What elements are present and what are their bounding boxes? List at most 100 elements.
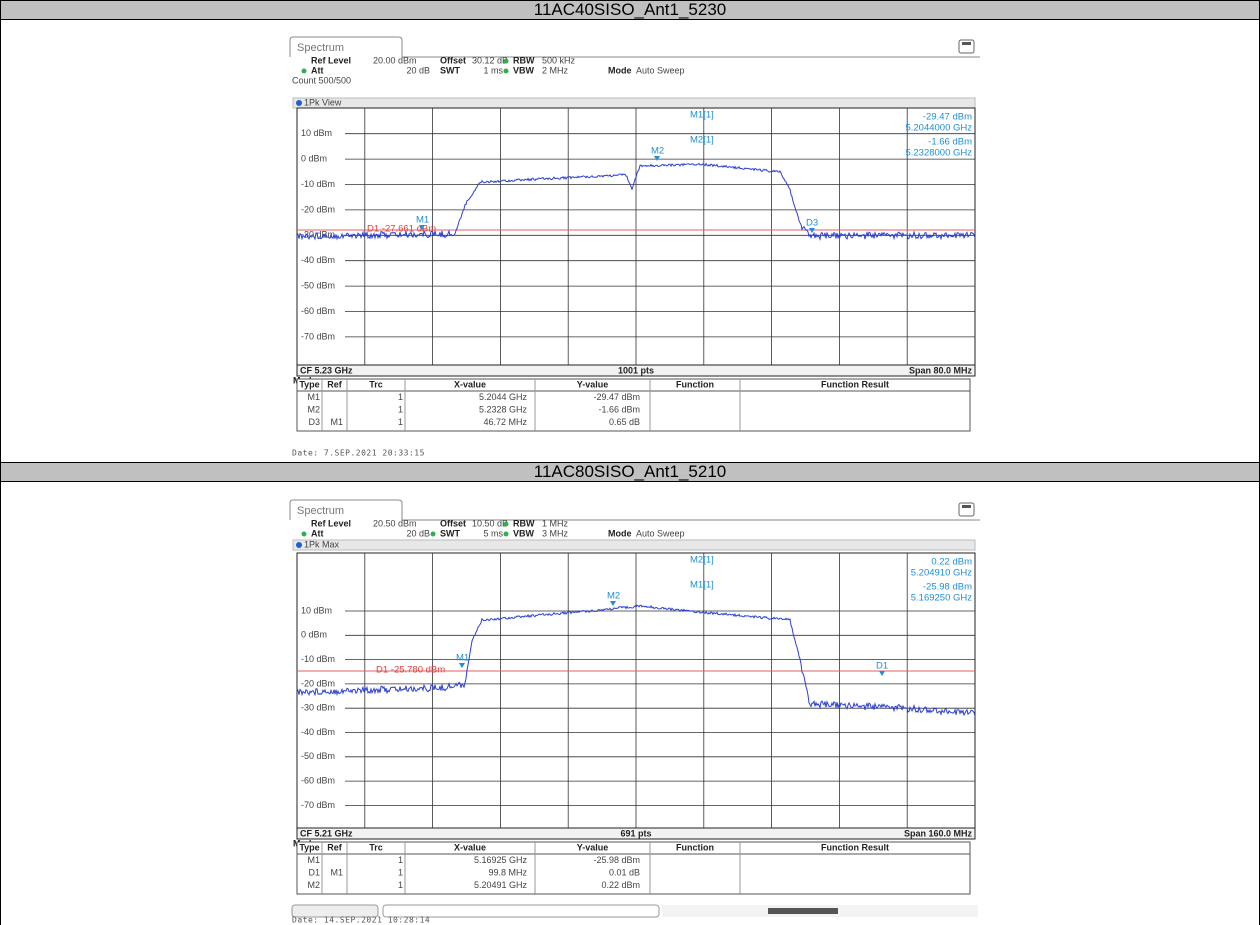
marker-table-cell: 1 bbox=[398, 855, 403, 865]
setting-value: 1 ms bbox=[483, 65, 503, 75]
status-icon bbox=[958, 39, 975, 54]
setting-value: 5 ms bbox=[483, 528, 503, 538]
sweep-count: Count 500/500 bbox=[292, 75, 351, 85]
marker-table-cell: D1 bbox=[308, 867, 320, 877]
setting-label: Ref Level bbox=[311, 518, 351, 528]
setting-label: Offset bbox=[440, 518, 466, 528]
marker-readout-name: M1[1] bbox=[690, 580, 714, 591]
setting-value: 500 kHz bbox=[542, 55, 576, 65]
marker-table-header: Function bbox=[676, 842, 714, 852]
marker-table-header: Ref bbox=[327, 379, 343, 389]
span: Span 80.0 MHz bbox=[909, 365, 973, 375]
setting-value: 30.12 dB bbox=[472, 55, 508, 65]
setting-label: SWT bbox=[440, 65, 460, 75]
coupling-indicator bbox=[503, 58, 509, 64]
marker-symbol bbox=[654, 156, 660, 161]
coupling-indicator bbox=[301, 531, 307, 537]
marker-table-cell: M1 bbox=[307, 855, 320, 865]
coupling-indicator bbox=[503, 531, 509, 537]
sweep-points: 691 pts bbox=[620, 828, 651, 838]
tab bbox=[289, 499, 980, 521]
marker-table-header: X-value bbox=[454, 379, 486, 389]
marker-table-cell: 1 bbox=[398, 880, 403, 890]
setting-value: 3 MHz bbox=[542, 528, 569, 538]
marker-symbol bbox=[419, 225, 425, 230]
view-bar bbox=[292, 97, 976, 109]
y-axis-label: 10 dBm bbox=[301, 128, 332, 138]
marker-symbol bbox=[459, 663, 465, 668]
marker-readout-level: -1.66 dBm bbox=[928, 137, 972, 148]
setting-label: Mode bbox=[608, 65, 632, 75]
view-label: 1Pk View bbox=[304, 97, 342, 107]
marker-table-header: Trc bbox=[369, 379, 383, 389]
status-icon-bar bbox=[962, 42, 971, 45]
coupling-indicator bbox=[503, 521, 509, 527]
marker-table-header: Type bbox=[299, 379, 319, 389]
marker-readout-freq: 5.204910 GHz bbox=[911, 568, 973, 579]
marker-table-header: Function Result bbox=[821, 842, 889, 852]
y-axis-label: -40 dBm bbox=[301, 727, 335, 737]
setting-value: 20 dB bbox=[406, 65, 430, 75]
span: Span 160.0 MHz bbox=[904, 828, 973, 838]
marker-table-cell: 5.2044 GHz bbox=[479, 392, 528, 402]
setting-label: Ref Level bbox=[311, 55, 351, 65]
sweep-points: 1001 pts bbox=[618, 365, 654, 375]
marker-readout-level: -25.98 dBm bbox=[923, 582, 972, 593]
graph-footer bbox=[296, 827, 976, 840]
status-icon-bar bbox=[962, 505, 971, 508]
softkey bbox=[382, 904, 660, 918]
setting-label: SWT bbox=[440, 528, 460, 538]
display-line-label: D1 -25.780 dBm bbox=[376, 665, 445, 676]
coupling-indicator bbox=[430, 531, 436, 537]
setting-label: RBW bbox=[513, 518, 535, 528]
display-line-label: D1 -27.661 dBm bbox=[367, 224, 436, 235]
setting-label: RBW bbox=[513, 55, 535, 65]
tab-label: Spectrum bbox=[297, 505, 344, 517]
marker-label: M2 bbox=[651, 146, 664, 157]
status-icon bbox=[958, 502, 975, 517]
softkey bbox=[291, 904, 379, 918]
coupling-indicator bbox=[301, 68, 307, 74]
marker-table-header: X-value bbox=[454, 842, 486, 852]
marker-readout-name: M1[1] bbox=[690, 110, 714, 121]
tab bbox=[289, 36, 980, 58]
marker-label: M1 bbox=[416, 215, 429, 226]
view-label: 1Pk Max bbox=[304, 539, 340, 549]
marker-table-header: Function Result bbox=[821, 379, 889, 389]
marker-table-header: Ref bbox=[327, 842, 343, 852]
y-axis-label: 0 dBm bbox=[301, 153, 327, 163]
marker-readout-level: -29.47 dBm bbox=[923, 112, 972, 123]
marker-readout-name: M2[1] bbox=[690, 555, 714, 566]
y-axis-label: -60 dBm bbox=[301, 775, 335, 785]
row-title: 11AC40SISO_Ant1_5230 bbox=[534, 0, 727, 19]
coupling-indicator bbox=[503, 68, 509, 74]
marker-table-cell: 1 bbox=[398, 417, 403, 427]
setting-value: Auto Sweep bbox=[636, 65, 685, 75]
marker-table-cell: D3 bbox=[308, 417, 320, 427]
marker-table-cell: 0.01 dB bbox=[609, 867, 640, 877]
view-bar bbox=[292, 539, 976, 551]
marker-table-header: Y-value bbox=[577, 842, 609, 852]
y-axis-label: 0 dBm bbox=[301, 630, 327, 640]
marker-table-cell: -1.66 dBm bbox=[598, 404, 640, 414]
progress-bar bbox=[768, 908, 838, 914]
marker-table-cell: 0.65 dB bbox=[609, 417, 640, 427]
trace bbox=[296, 162, 976, 241]
trace bbox=[296, 604, 976, 717]
marker-readout-freq: 5.169250 GHz bbox=[911, 593, 973, 604]
graph-footer bbox=[296, 364, 976, 377]
setting-label: VBW bbox=[513, 528, 535, 538]
setting-value: 1 MHz bbox=[542, 518, 569, 528]
marker-table-cell: M1 bbox=[330, 867, 343, 877]
y-axis-label: -30 dBm bbox=[301, 703, 335, 713]
y-axis-label: 10 dBm bbox=[301, 605, 332, 615]
marker-label: D1 bbox=[876, 661, 888, 672]
marker-table-header: Type bbox=[299, 842, 319, 852]
row-title: 11AC80SISO_Ant1_5210 bbox=[534, 462, 727, 481]
setting-label: Att bbox=[311, 528, 324, 538]
setting-value: 2 MHz bbox=[542, 65, 569, 75]
marker-table bbox=[296, 378, 971, 432]
setting-value: 20 dB bbox=[406, 528, 430, 538]
setting-label: VBW bbox=[513, 65, 535, 75]
